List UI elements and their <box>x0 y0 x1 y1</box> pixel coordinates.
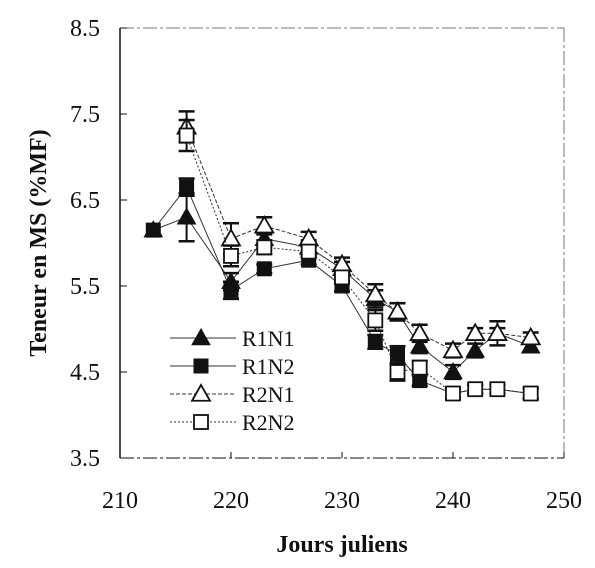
legend-marker <box>193 414 209 430</box>
data-point <box>364 283 386 303</box>
x-tick-label: 220 <box>213 488 249 514</box>
data-point <box>442 339 464 359</box>
data-point <box>411 359 428 376</box>
series-r2n2 <box>178 118 539 402</box>
data-point <box>367 312 384 329</box>
legend-marker <box>191 327 211 346</box>
x-axis-title: Jours juliens <box>276 532 407 558</box>
data-point <box>367 334 383 350</box>
legend-marker <box>193 358 209 374</box>
data-point <box>253 214 275 234</box>
series-r2n1 <box>176 110 542 359</box>
legend: R1N1 R1N2 R2N1 R2N2 <box>170 326 295 435</box>
data-point <box>256 261 272 277</box>
plot-frame <box>119 27 565 459</box>
x-tick-label: 250 <box>546 488 582 514</box>
y-tick-label: 7.5 <box>70 102 100 128</box>
x-tick-label: 210 <box>102 488 138 514</box>
legend-label: R1N1 <box>242 326 295 351</box>
data-point <box>522 385 539 402</box>
data-point <box>443 361 463 380</box>
y-tick-label: 6.5 <box>70 188 100 214</box>
y-tick-label: 5.5 <box>70 274 100 300</box>
data-point <box>334 269 350 286</box>
data-point <box>223 282 239 298</box>
legend-label: R2N1 <box>242 382 295 407</box>
data-point <box>223 247 239 264</box>
x-tick-label: 230 <box>324 488 360 514</box>
data-point <box>390 347 405 363</box>
data-point <box>300 243 317 260</box>
legend-label: R2N2 <box>242 410 295 435</box>
legend-item-r1n1: R1N1 <box>170 326 295 351</box>
y-tick-label: 4.5 <box>70 360 100 386</box>
data-point <box>520 326 542 346</box>
legend-item-r1n2: R1N2 <box>170 354 295 379</box>
data-point <box>178 127 195 144</box>
y-tick-label: 8.5 <box>70 16 100 42</box>
data-point <box>386 300 409 320</box>
y-axis-ticks: 3.5 4.5 5.5 6.5 7.5 8.5 <box>70 16 127 472</box>
data-point <box>467 381 484 398</box>
legend-item-r2n2: R2N2 <box>170 410 295 435</box>
data-point <box>256 239 273 256</box>
data-point <box>489 381 506 398</box>
legend-marker <box>190 383 212 402</box>
data-point <box>389 364 406 380</box>
data-point <box>176 207 197 225</box>
data-point <box>486 322 508 341</box>
series-layer <box>143 110 542 402</box>
data-point <box>464 322 486 341</box>
data-point <box>409 322 431 341</box>
data-point <box>465 340 486 358</box>
data-point <box>179 179 195 195</box>
y-axis-title: Teneur en MS (%MF) <box>26 129 52 356</box>
legend-label: R1N2 <box>242 354 295 379</box>
x-axis-ticks: 210 220 230 240 250 <box>102 452 582 514</box>
x-tick-label: 240 <box>435 488 471 514</box>
y-tick-label: 3.5 <box>70 446 100 472</box>
data-point <box>409 336 430 354</box>
data-point <box>145 222 161 238</box>
series-line <box>186 126 531 352</box>
data-point <box>445 385 461 402</box>
legend-item-r2n1: R2N1 <box>170 382 295 407</box>
